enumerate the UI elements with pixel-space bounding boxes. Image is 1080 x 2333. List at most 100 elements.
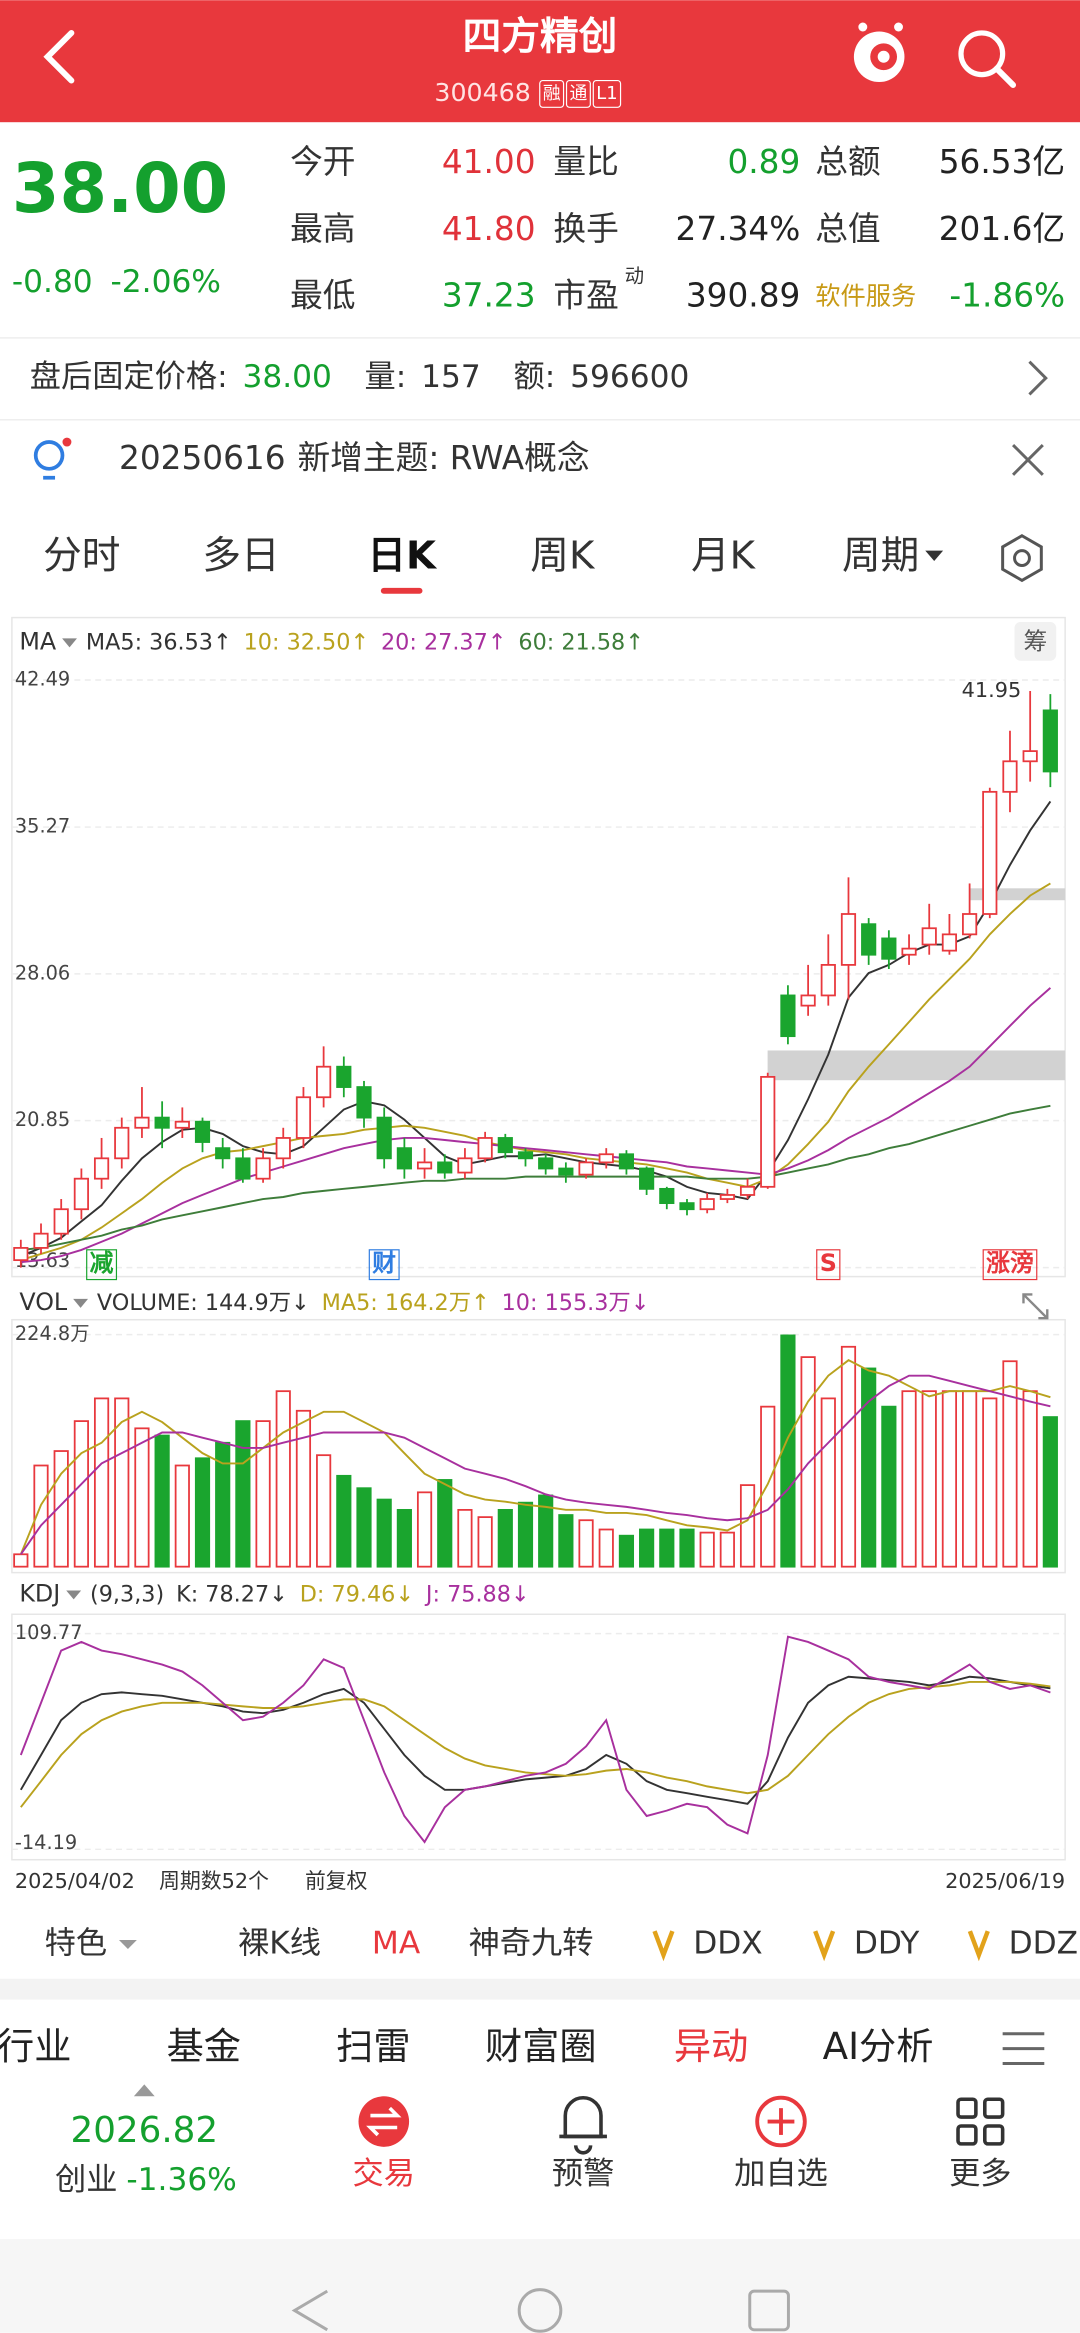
volume-bar xyxy=(73,1420,89,1568)
toolbar-item[interactable]: DDZ xyxy=(1009,1926,1078,1962)
after-hours-volume-label: 量: xyxy=(365,359,407,395)
field-label: 总额 xyxy=(815,143,880,181)
candle-body xyxy=(598,1153,614,1164)
stock-title: 四方精创 xyxy=(463,14,618,59)
line-series xyxy=(20,1374,1051,1555)
period-tab[interactable]: 月K xyxy=(691,534,757,579)
candle-body xyxy=(760,1075,776,1188)
toolbar-first[interactable]: 特色 xyxy=(45,1926,107,1962)
search-button[interactable] xyxy=(958,30,1017,88)
volume-bar xyxy=(538,1494,554,1568)
more-icon xyxy=(956,2097,1005,2146)
y-tick-label: 20.85 xyxy=(15,1108,70,1131)
period-tab[interactable]: 周K xyxy=(530,534,596,579)
volume-bar xyxy=(659,1528,675,1568)
nav-item[interactable]: 预警 xyxy=(552,2156,614,2192)
feature-tab[interactable]: 基金 xyxy=(167,2024,241,2068)
indicator-name[interactable]: VOL xyxy=(19,1288,68,1316)
legend-entry: 20: 27.37↑ xyxy=(381,629,507,655)
legend-entry: 60: 21.58↑ xyxy=(518,629,644,655)
candle-body xyxy=(154,1116,170,1129)
mascot-icon[interactable] xyxy=(853,22,905,83)
indicator-name[interactable]: MA xyxy=(19,627,57,655)
toolbar-item[interactable]: DDX xyxy=(693,1926,762,1962)
toolbar-item[interactable]: DDY xyxy=(854,1926,920,1962)
volume-bar xyxy=(719,1531,735,1568)
badge-box xyxy=(565,79,591,108)
candle-body xyxy=(639,1167,655,1190)
feature-tab[interactable]: AI分析 xyxy=(823,2024,934,2068)
nav-item[interactable]: 交易 xyxy=(353,2156,415,2192)
candle-body xyxy=(457,1157,473,1174)
expand-icon[interactable] xyxy=(1022,1293,1049,1320)
volume-bar xyxy=(760,1405,776,1568)
volume-bar xyxy=(114,1397,130,1568)
candle-body xyxy=(517,1151,534,1160)
menu-icon[interactable] xyxy=(1002,2032,1045,2066)
settings-button[interactable] xyxy=(1001,534,1043,583)
toolbar-item[interactable]: MA xyxy=(372,1926,421,1962)
candle-body xyxy=(437,1161,453,1174)
period-tab[interactable]: 多日 xyxy=(202,534,279,579)
period-tab[interactable]: 周期 xyxy=(842,534,919,579)
line-series xyxy=(20,882,1051,1261)
system-recent[interactable] xyxy=(748,2289,790,2332)
candle-body xyxy=(13,1247,29,1262)
system-home[interactable] xyxy=(517,2288,563,2333)
field-label: 量比 xyxy=(553,143,618,181)
indicator-button-bg[interactable] xyxy=(1014,622,1057,661)
volume-bar xyxy=(255,1420,271,1568)
candle-body xyxy=(699,1198,715,1211)
after-hours-chevron[interactable] xyxy=(1028,360,1048,396)
event-marker: 减 xyxy=(90,1249,114,1277)
badge-box xyxy=(592,79,622,108)
nav-item[interactable]: 更多 xyxy=(949,2156,1011,2192)
indicator-name[interactable]: KDJ xyxy=(19,1579,60,1607)
feature-tab[interactable]: 异动 xyxy=(674,2024,748,2068)
candle-body xyxy=(719,1194,735,1200)
candle-body xyxy=(215,1147,231,1160)
volume-bar xyxy=(13,1553,29,1568)
badge: L1 xyxy=(596,83,617,104)
line-series xyxy=(20,1104,1051,1251)
indicator-button[interactable]: 筹 xyxy=(1023,627,1047,655)
volume-bar xyxy=(618,1534,635,1568)
candle-body xyxy=(800,994,816,1007)
candle-body xyxy=(881,937,897,960)
volume-bar xyxy=(699,1531,715,1568)
after-hours-amount: 596600 xyxy=(570,359,689,395)
candle-body xyxy=(235,1157,251,1180)
indicator-dropdown xyxy=(73,1298,89,1308)
line-series xyxy=(20,1680,1051,1808)
system-back[interactable] xyxy=(291,2289,329,2332)
feature-tab[interactable]: 财富圈 xyxy=(485,2024,597,2068)
field-value: 56.53亿 xyxy=(939,143,1065,181)
toolbar-item[interactable]: 裸K线 xyxy=(238,1926,321,1962)
feature-tab[interactable]: 扫雷 xyxy=(336,2024,410,2068)
legend-entry: VOLUME: 144.9万↓ xyxy=(97,1290,310,1316)
back-button[interactable] xyxy=(43,29,75,84)
volume-bar xyxy=(558,1514,574,1568)
index-toggle[interactable] xyxy=(133,2084,155,2097)
candle-body xyxy=(356,1086,372,1119)
candle-body xyxy=(1002,760,1018,793)
badge: 融 xyxy=(543,83,561,104)
volume-bar xyxy=(881,1405,897,1568)
close-notice[interactable] xyxy=(1012,443,1044,476)
period-tab[interactable]: 日K xyxy=(367,534,438,579)
last-price: 38.00 xyxy=(12,149,228,229)
period-tab[interactable]: 分时 xyxy=(43,534,120,579)
toolbar-item[interactable]: 神奇九转 xyxy=(469,1926,594,1962)
volume-bar xyxy=(275,1390,291,1568)
candle-body xyxy=(659,1187,675,1205)
field-value: 41.80 xyxy=(442,210,536,248)
event-marker: 涨滂 xyxy=(986,1249,1034,1277)
notice-text: 新增主题: RWA概念 xyxy=(297,439,589,477)
nav-item[interactable]: 加自选 xyxy=(734,2156,828,2192)
candle-body xyxy=(962,913,978,936)
y-tick-label: 42.49 xyxy=(15,668,70,691)
volume-bar xyxy=(437,1479,453,1568)
feature-tab[interactable]: 行业 xyxy=(0,2024,71,2068)
event-marker-box xyxy=(982,1249,1038,1281)
